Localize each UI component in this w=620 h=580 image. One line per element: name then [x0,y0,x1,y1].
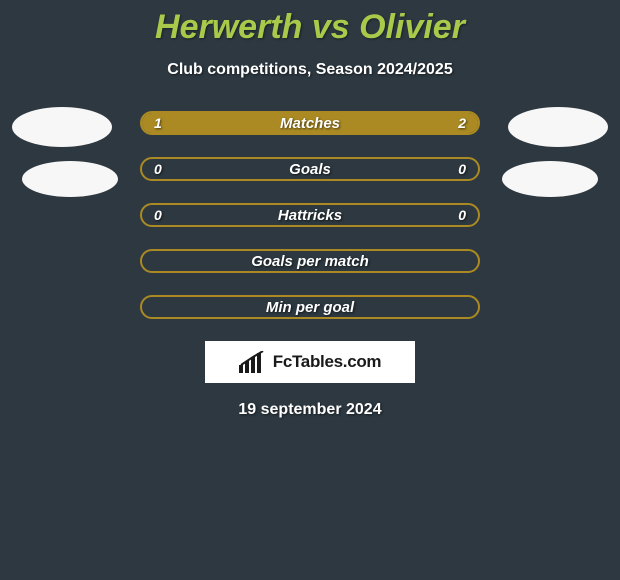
stat-row: Min per goal [140,295,480,319]
avatar-player1-large [12,107,112,147]
stat-label: Min per goal [142,297,478,317]
logo-text: FcTables.com [273,352,382,372]
bars-icon [239,351,267,373]
stat-label: Matches [142,113,478,133]
stat-row: 12Matches [140,111,480,135]
page-title: Herwerth vs Olivier [0,0,620,47]
date-line: 19 september 2024 [0,401,620,419]
avatar-player1-small [22,161,118,197]
stat-label: Goals per match [142,251,478,271]
source-logo: FcTables.com [205,341,415,383]
stat-row: 00Goals [140,157,480,181]
avatar-player2-small [502,161,598,197]
subtitle: Club competitions, Season 2024/2025 [0,61,620,79]
stat-label: Hattricks [142,205,478,225]
avatar-player2-large [508,107,608,147]
stats-area: 12Matches 00Goals 00Hattricks Goals per mat… [0,111,620,319]
stat-row: Goals per match [140,249,480,273]
stat-label: Goals [142,159,478,179]
stat-row: 00Hattricks [140,203,480,227]
